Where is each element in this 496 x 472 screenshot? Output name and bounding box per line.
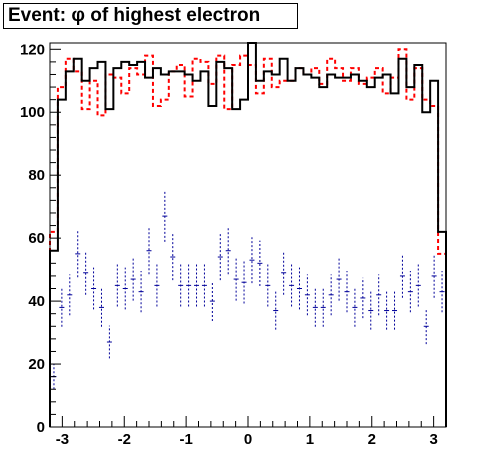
data-point — [281, 250, 287, 295]
data-point — [83, 250, 89, 295]
data-point — [233, 257, 239, 301]
data-point — [91, 267, 97, 310]
data-point — [360, 277, 366, 319]
data-point — [407, 271, 413, 313]
data-point — [320, 287, 326, 327]
data-point — [162, 190, 168, 242]
data-point — [170, 233, 176, 281]
data-point — [336, 257, 342, 301]
data-point — [344, 271, 350, 313]
data-point — [67, 274, 73, 316]
data-point — [439, 271, 445, 313]
data-point — [209, 281, 215, 322]
chart-marks — [49, 42, 447, 427]
y-tick-label: 0 — [37, 419, 45, 436]
data-point — [423, 308, 429, 345]
data-point — [122, 267, 128, 310]
data-point — [384, 291, 390, 330]
data-point — [257, 240, 263, 287]
data-point — [194, 264, 200, 307]
data-point — [312, 287, 318, 327]
data-point — [178, 264, 184, 307]
x-tick-label: 3 — [429, 431, 437, 448]
data-point — [106, 325, 112, 359]
data-point — [304, 274, 310, 316]
data-point — [289, 264, 295, 307]
data-point — [296, 267, 302, 310]
series-black-solid — [49, 42, 447, 427]
data-point — [431, 254, 437, 298]
data-point — [75, 230, 81, 278]
y-tick-label: 60 — [28, 230, 45, 247]
data-point — [265, 264, 271, 307]
data-point — [201, 264, 207, 307]
data-point — [241, 260, 247, 304]
y-tick-label: 80 — [28, 167, 45, 184]
x-tick-label: -1 — [179, 431, 192, 448]
series-blue-points — [51, 190, 445, 390]
y-tick-label: 100 — [20, 104, 45, 121]
data-point — [415, 264, 421, 307]
data-point — [154, 264, 160, 307]
chart-title: Event: φ of highest electron — [3, 3, 298, 29]
x-tick-label: 1 — [306, 431, 314, 448]
data-point — [376, 274, 382, 316]
data-point — [186, 264, 192, 307]
data-point — [249, 237, 255, 284]
y-tick-label: 120 — [20, 41, 45, 58]
data-point — [273, 291, 279, 330]
x-tick-label: -2 — [118, 431, 131, 448]
data-point — [352, 287, 358, 327]
data-point — [225, 227, 231, 275]
x-tick-label: 0 — [244, 431, 252, 448]
chart-axes: 0 20 40 60 80 100 120 -3 -2 -1 0 1 2 3 — [20, 41, 447, 448]
y-tick-label: 40 — [28, 293, 45, 310]
series-red-dashed — [49, 48, 447, 427]
y-tick-label: 20 — [28, 356, 45, 373]
data-point — [59, 287, 65, 327]
data-point — [114, 264, 120, 307]
x-tick-label: -3 — [56, 431, 69, 448]
data-point — [399, 254, 405, 298]
data-point — [392, 291, 398, 330]
data-point — [217, 233, 223, 281]
x-tick-label: 2 — [368, 431, 376, 448]
data-point — [130, 257, 136, 301]
data-point — [98, 287, 104, 327]
data-point — [368, 291, 374, 330]
data-point — [138, 271, 144, 313]
data-point — [328, 274, 334, 316]
data-point — [146, 227, 152, 275]
